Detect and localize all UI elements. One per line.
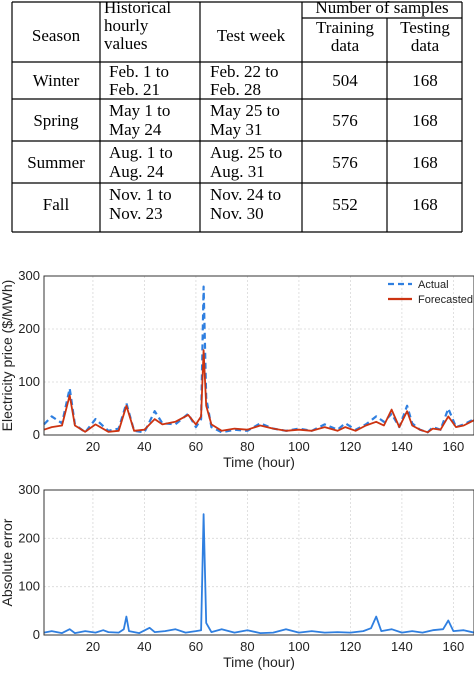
y-tick-label: 300 bbox=[18, 268, 40, 283]
row-summer-test-2: Aug. 31 bbox=[210, 162, 265, 181]
row-summer-training: 576 bbox=[332, 153, 358, 172]
y-tick-label: 300 bbox=[18, 482, 40, 497]
x-tick-label: 40 bbox=[137, 439, 151, 454]
absolute-error-line-chart: 20 40 60 80 100 120 140 160 0 100 200 300 Time (hou… bbox=[0, 482, 474, 670]
x-tick-label: 120 bbox=[340, 439, 362, 454]
header-test-week: Test week bbox=[217, 26, 286, 45]
y-tick-label: 0 bbox=[33, 627, 40, 642]
x-tick-label: 60 bbox=[189, 439, 203, 454]
row-winter-test-1: Feb. 22 to bbox=[210, 62, 278, 81]
legend: Actual Forecasted bbox=[388, 279, 473, 306]
x-tick-label: 100 bbox=[288, 439, 310, 454]
row-summer-season: Summer bbox=[27, 153, 85, 172]
x-tick-label: 80 bbox=[240, 639, 254, 654]
row-spring-testing: 168 bbox=[412, 111, 438, 130]
y-tick-label: 0 bbox=[33, 427, 40, 442]
y-tick-label: 200 bbox=[18, 321, 40, 336]
tick-labels: 20 40 60 80 100 120 140 160 0 100 200 300 bbox=[18, 482, 464, 654]
row-summer-testing: 168 bbox=[412, 153, 438, 172]
row-winter-hist-1: Feb. 1 to bbox=[109, 62, 169, 81]
tick-labels: 20 40 60 80 100 120 140 160 0 100 200 300 bbox=[18, 268, 464, 454]
header-historical-line1: Historical bbox=[104, 0, 171, 17]
series-layer bbox=[43, 285, 474, 434]
x-axis-label: Time (hour) bbox=[223, 654, 295, 670]
header-number-of-samples: Number of samples bbox=[315, 0, 448, 17]
row-spring-training: 576 bbox=[332, 111, 358, 130]
x-tick-label: 20 bbox=[86, 439, 100, 454]
data-table: Season Historical hourly values Test wee… bbox=[11, 0, 463, 233]
row-winter-test-2: Feb. 28 bbox=[210, 80, 261, 99]
header-historical-line3: values bbox=[104, 34, 147, 53]
header-historical-line2: hourly bbox=[104, 16, 149, 35]
y-axis-label: Absolute error bbox=[0, 518, 15, 606]
row-fall-season: Fall bbox=[43, 195, 70, 214]
row-spring-hist-2: May 24 bbox=[109, 120, 162, 139]
row-winter-testing: 168 bbox=[412, 71, 438, 90]
header-testing-line2: data bbox=[411, 36, 440, 55]
price-line-chart: 20 40 60 80 100 120 140 160 0 100 200 300 Time (hou… bbox=[0, 268, 474, 470]
row-winter-season: Winter bbox=[33, 71, 80, 90]
row-fall-test-2: Nov. 30 bbox=[210, 204, 264, 223]
x-tick-label: 40 bbox=[137, 639, 151, 654]
x-tick-label: 60 bbox=[189, 639, 203, 654]
header-season: Season bbox=[32, 26, 81, 45]
header-training-line1: Training bbox=[316, 18, 374, 37]
row-fall-training: 552 bbox=[332, 195, 358, 214]
x-tick-label: 140 bbox=[391, 639, 413, 654]
row-fall-test-1: Nov. 24 to bbox=[210, 185, 281, 204]
row-summer-hist-2: Aug. 24 bbox=[109, 162, 164, 181]
row-spring-test-2: May 31 bbox=[210, 120, 262, 139]
header-training-line2: data bbox=[331, 36, 360, 55]
gridlines bbox=[44, 275, 474, 436]
x-tick-label: 80 bbox=[240, 439, 254, 454]
series-line-actual bbox=[43, 285, 474, 434]
gridlines bbox=[44, 489, 474, 636]
row-spring-hist-1: May 1 to bbox=[109, 101, 170, 120]
plot-frame bbox=[43, 489, 474, 636]
row-fall-testing: 168 bbox=[412, 195, 438, 214]
y-tick-label: 200 bbox=[18, 530, 40, 545]
row-fall-hist-1: Nov. 1 to bbox=[109, 185, 172, 204]
row-winter-hist-2: Feb. 21 bbox=[109, 80, 160, 99]
y-axis-label: Electricity price ($/MWh) bbox=[0, 280, 15, 432]
row-spring-test-1: May 25 to bbox=[210, 101, 280, 120]
x-tick-label: 20 bbox=[86, 639, 100, 654]
x-axis-label: Time (hour) bbox=[223, 454, 295, 470]
header-testing-line1: Testing bbox=[400, 18, 450, 37]
row-winter-training: 504 bbox=[332, 71, 358, 90]
row-summer-hist-1: Aug. 1 to bbox=[109, 143, 173, 162]
legend-label-actual: Actual bbox=[418, 279, 449, 291]
y-tick-label: 100 bbox=[18, 579, 40, 594]
legend-label-forecasted: Forecasted bbox=[418, 294, 473, 306]
row-fall-hist-2: Nov. 23 bbox=[109, 204, 163, 223]
x-tick-label: 160 bbox=[443, 439, 465, 454]
x-tick-label: 100 bbox=[288, 639, 310, 654]
series-layer bbox=[43, 513, 474, 634]
x-tick-label: 160 bbox=[443, 639, 465, 654]
series-line-forecasted bbox=[43, 349, 474, 434]
plot-frame bbox=[43, 275, 474, 436]
x-tick-label: 140 bbox=[391, 439, 413, 454]
y-tick-label: 100 bbox=[18, 374, 40, 389]
row-summer-test-1: Aug. 25 to bbox=[210, 143, 282, 162]
x-tick-label: 120 bbox=[340, 639, 362, 654]
row-spring-season: Spring bbox=[33, 111, 79, 130]
series-line-error bbox=[43, 513, 474, 634]
